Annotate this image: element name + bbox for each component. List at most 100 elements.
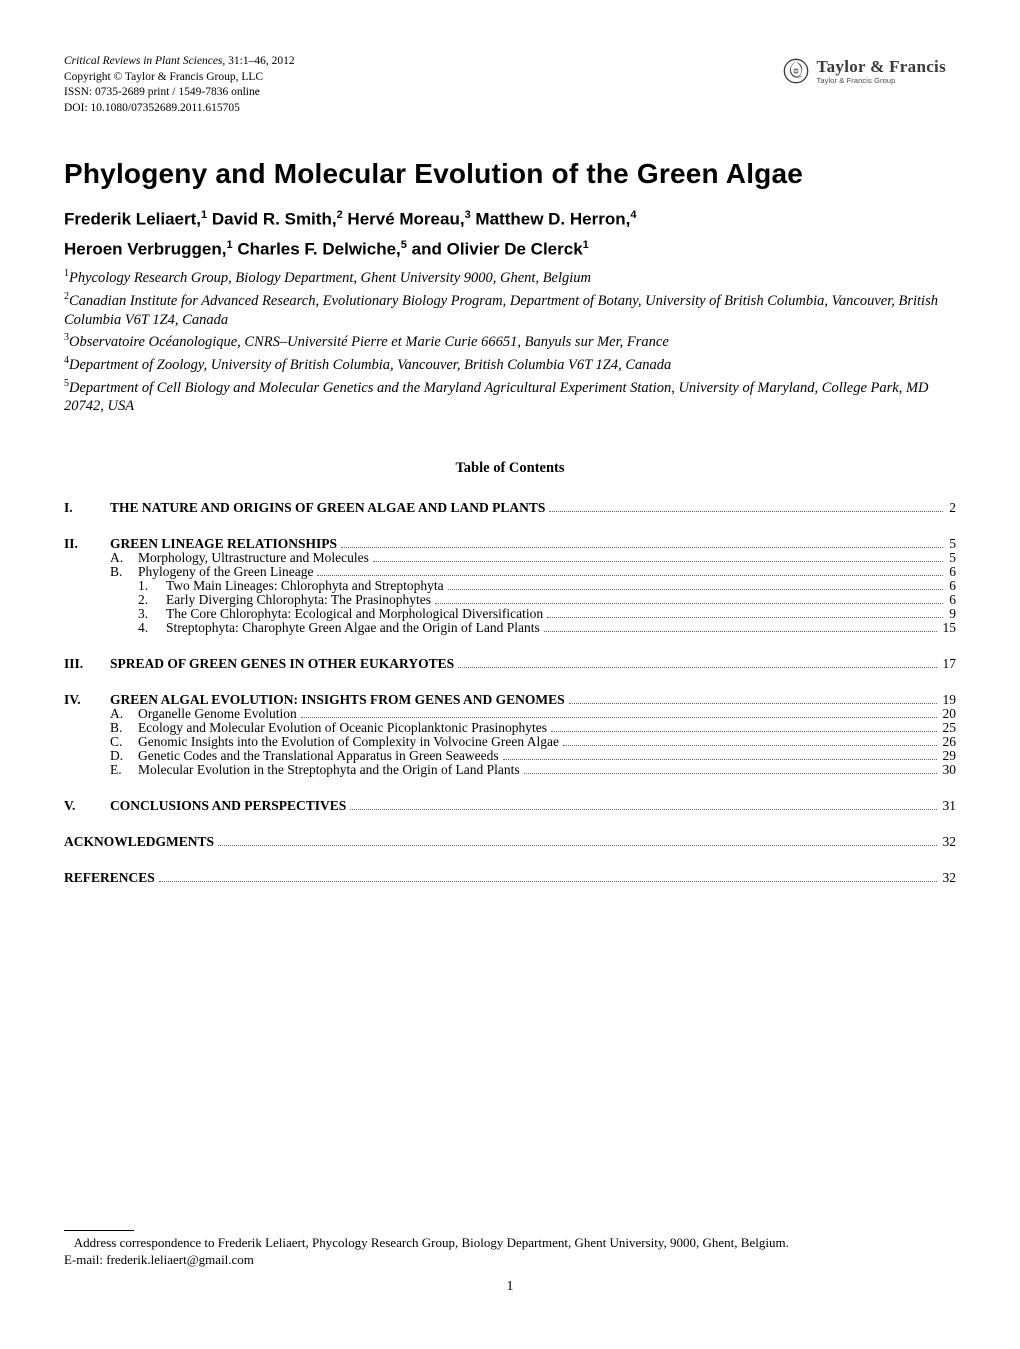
toc-entry: B.Ecology and Molecular Evolution of Oce… bbox=[64, 721, 956, 735]
toc-letter: A. bbox=[110, 707, 138, 721]
toc-roman: II. bbox=[64, 537, 110, 551]
toc-title: Two Main Lineages: Chlorophyta and Strep… bbox=[166, 579, 444, 593]
affiliation-text: Observatoire Océanologique, CNRS–Univers… bbox=[69, 334, 669, 350]
taylor-francis-icon bbox=[783, 58, 809, 84]
toc-entry: I.THE NATURE AND ORIGINS OF GREEN ALGAE … bbox=[64, 501, 956, 515]
toc-entry: IV.GREEN ALGAL EVOLUTION: INSIGHTS FROM … bbox=[64, 693, 956, 707]
toc-entry: D.Genetic Codes and the Translational Ap… bbox=[64, 749, 956, 763]
authors-line-2: Heroen Verbruggen,1 Charles F. Delwiche,… bbox=[64, 238, 956, 262]
toc-entry: A.Organelle Genome Evolution 20 bbox=[64, 707, 956, 721]
toc-title: Genetic Codes and the Translational Appa… bbox=[138, 749, 499, 763]
affiliation: 4Department of Zoology, University of Br… bbox=[64, 354, 956, 375]
toc-page: 25 bbox=[941, 721, 957, 735]
toc-leader bbox=[549, 511, 943, 512]
correspondence-text: Address correspondence to Frederik Lelia… bbox=[74, 1235, 789, 1250]
toc-title: Ecology and Molecular Evolution of Ocean… bbox=[138, 721, 547, 735]
toc-leader bbox=[373, 561, 943, 562]
toc-leader bbox=[544, 631, 937, 632]
toc-leader bbox=[569, 703, 937, 704]
toc-leader bbox=[448, 589, 944, 590]
toc-number: 4. bbox=[138, 621, 166, 635]
toc-title: Organelle Genome Evolution bbox=[138, 707, 297, 721]
toc-title: The Core Chlorophyta: Ecological and Mor… bbox=[166, 607, 543, 621]
toc-leader bbox=[350, 809, 936, 810]
affiliation: 2Canadian Institute for Advanced Researc… bbox=[64, 290, 956, 330]
toc-leader bbox=[563, 745, 937, 746]
toc-leader bbox=[341, 547, 943, 548]
page-number: 1 bbox=[64, 1279, 956, 1295]
author-name: Frederik Leliaert, bbox=[64, 210, 201, 229]
toc-letter: B. bbox=[110, 721, 138, 735]
author-name: Matthew D. Herron, bbox=[471, 210, 631, 229]
journal-issn: ISSN: 0735-2689 print / 1549-7836 online bbox=[64, 86, 260, 98]
toc-entry: 2.Early Diverging Chlorophyta: The Prasi… bbox=[64, 593, 956, 607]
toc-page: 20 bbox=[941, 707, 957, 721]
toc-entry: 1.Two Main Lineages: Chlorophyta and Str… bbox=[64, 579, 956, 593]
toc-number: 1. bbox=[138, 579, 166, 593]
toc-title: THE NATURE AND ORIGINS OF GREEN ALGAE AN… bbox=[110, 501, 545, 515]
affiliation: 5Department of Cell Biology and Molecula… bbox=[64, 377, 956, 417]
affiliation-text: Department of Zoology, University of Bri… bbox=[69, 357, 671, 373]
journal-copyright: Copyright © Taylor & Francis Group, LLC bbox=[64, 71, 263, 83]
author-name: Charles F. Delwiche, bbox=[233, 239, 401, 258]
author-name: Hervé Moreau, bbox=[343, 210, 465, 229]
toc-leader bbox=[547, 617, 943, 618]
affiliation-text: Phycology Research Group, Biology Depart… bbox=[69, 270, 591, 286]
toc-leader bbox=[159, 881, 937, 882]
toc-leader bbox=[301, 717, 937, 718]
author-name: David R. Smith, bbox=[207, 210, 336, 229]
toc-title: SPREAD OF GREEN GENES IN OTHER EUKARYOTE… bbox=[110, 657, 454, 671]
toc-page: 6 bbox=[947, 593, 956, 607]
toc-entry: III.SPREAD OF GREEN GENES IN OTHER EUKAR… bbox=[64, 657, 956, 671]
toc-number: 2. bbox=[138, 593, 166, 607]
toc-page: 5 bbox=[947, 537, 956, 551]
toc-title: GREEN ALGAL EVOLUTION: INSIGHTS FROM GEN… bbox=[110, 693, 565, 707]
article-title: Phylogeny and Molecular Evolution of the… bbox=[64, 158, 956, 190]
author-name: and Olivier De Clerck bbox=[407, 239, 583, 258]
toc-roman: V. bbox=[64, 799, 110, 813]
toc-title: ACKNOWLEDGMENTS bbox=[64, 835, 214, 849]
toc-leader bbox=[551, 731, 936, 732]
toc-entry: C.Genomic Insights into the Evolution of… bbox=[64, 735, 956, 749]
toc-letter: D. bbox=[110, 749, 138, 763]
authors-line-1: Frederik Leliaert,1 David R. Smith,2 Her… bbox=[64, 208, 956, 232]
publisher-name: Taylor & Francis bbox=[817, 58, 946, 75]
toc-entry: 4.Streptophyta: Charophyte Green Algae a… bbox=[64, 621, 956, 635]
publisher-logo: Taylor & Francis Taylor & Francis Group bbox=[783, 58, 946, 85]
toc-title: REFERENCES bbox=[64, 871, 155, 885]
toc-title: Phylogeny of the Green Lineage bbox=[138, 565, 313, 579]
toc-title: Molecular Evolution in the Streptophyta … bbox=[138, 763, 520, 777]
toc-entry: E.Molecular Evolution in the Streptophyt… bbox=[64, 763, 956, 777]
author-affil-ref: 1 bbox=[583, 239, 589, 251]
publisher-group: Taylor & Francis Group bbox=[817, 77, 946, 85]
toc-page: 19 bbox=[941, 693, 957, 707]
author-affil-ref: 4 bbox=[630, 209, 636, 221]
affiliation: 1Phycology Research Group, Biology Depar… bbox=[64, 267, 956, 288]
toc-number: 3. bbox=[138, 607, 166, 621]
correspondence-email: E-mail: frederik.leliaert@gmail.com bbox=[64, 1252, 254, 1267]
toc-title: Early Diverging Chlorophyta: The Prasino… bbox=[166, 593, 431, 607]
footnote-block: Address correspondence to Frederik Lelia… bbox=[64, 1230, 956, 1295]
toc-leader bbox=[435, 603, 943, 604]
toc-page: 9 bbox=[947, 607, 956, 621]
toc-roman: III. bbox=[64, 657, 110, 671]
toc-page: 29 bbox=[941, 749, 957, 763]
toc-page: 5 bbox=[947, 551, 956, 565]
journal-volume: , 31:1–46, 2012 bbox=[222, 55, 294, 67]
toc-title: CONCLUSIONS AND PERSPECTIVES bbox=[110, 799, 346, 813]
toc-leader bbox=[503, 759, 937, 760]
toc-entry: A.Morphology, Ultrastructure and Molecul… bbox=[64, 551, 956, 565]
toc-page: 15 bbox=[941, 621, 957, 635]
toc-title: Genomic Insights into the Evolution of C… bbox=[138, 735, 559, 749]
toc-page: 17 bbox=[941, 657, 957, 671]
toc-page: 31 bbox=[941, 799, 957, 813]
toc-leader bbox=[317, 575, 943, 576]
affiliation: 3Observatoire Océanologique, CNRS–Univer… bbox=[64, 331, 956, 352]
toc-roman: I. bbox=[64, 501, 110, 515]
journal-title: Critical Reviews in Plant Sciences bbox=[64, 55, 222, 67]
toc-page: 6 bbox=[947, 579, 956, 593]
toc-entry: REFERENCES 32 bbox=[64, 871, 956, 885]
toc-title: GREEN LINEAGE RELATIONSHIPS bbox=[110, 537, 337, 551]
toc-leader bbox=[218, 845, 936, 846]
toc-letter: A. bbox=[110, 551, 138, 565]
